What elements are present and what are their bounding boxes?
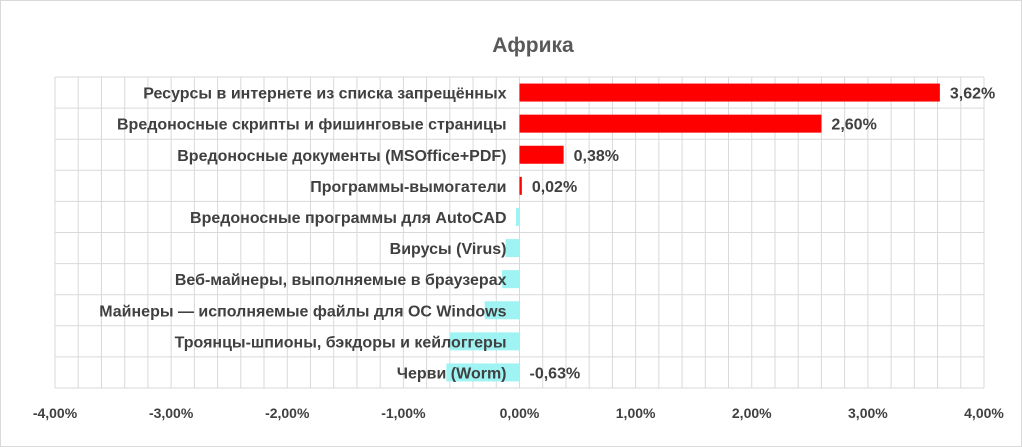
x-tick-label: 3,00% xyxy=(848,405,888,421)
bar xyxy=(519,176,522,195)
bar xyxy=(519,83,940,102)
category-label: Вредоносные программы для AutoCAD xyxy=(190,210,506,227)
gridlines xyxy=(54,76,985,389)
category-labels: Ресурсы в интернете из списка запрещённы… xyxy=(99,86,506,383)
category-label: Троянцы-шпионы, бэкдоры и кейлоггеры xyxy=(175,334,507,351)
x-tick-label: 2,00% xyxy=(732,405,772,421)
bar xyxy=(516,207,520,226)
bar xyxy=(484,301,520,320)
x-tick-label: 0,00% xyxy=(500,405,540,421)
bars xyxy=(446,83,940,382)
data-label: 0,02% xyxy=(532,179,577,196)
chart-title: Африка xyxy=(492,34,574,57)
category-label: Черви (Worm) xyxy=(397,365,507,382)
x-tick-label: -3,00% xyxy=(149,405,194,421)
data-label: 3,62% xyxy=(950,86,995,103)
bar xyxy=(519,145,564,164)
data-labels: 3,62% 2,60% 0,38% 0,02% -0,63% xyxy=(530,86,996,383)
bar xyxy=(449,332,520,351)
category-label: Вирусы (Virus) xyxy=(390,241,507,258)
bar xyxy=(505,239,520,258)
data-label: 2,60% xyxy=(831,117,876,134)
category-label: Ресурсы в интернете из списка запрещённы… xyxy=(143,86,506,103)
category-label: Программы-вымогатели xyxy=(310,179,506,196)
category-label: Веб-майнеры, выполняемые в браузерах xyxy=(175,272,507,289)
x-tick-label: -2,00% xyxy=(265,405,310,421)
bar xyxy=(519,114,822,133)
x-tick-label: 1,00% xyxy=(616,405,656,421)
x-tick-label: -1,00% xyxy=(381,405,426,421)
x-axis-ticks: -4,00% -3,00% -2,00% -1,00% 0,00% 1,00% 2,00% 3… xyxy=(33,405,1005,421)
category-label: Майнеры — исполняемые файлы для ОС Windo… xyxy=(99,303,506,320)
data-label: -0,63% xyxy=(530,365,581,382)
category-label: Вредоносные скрипты и фишинговые страниц… xyxy=(117,117,507,134)
bar xyxy=(502,270,520,289)
x-tick-label: -4,00% xyxy=(33,405,78,421)
category-label: Вредоносные документы (MSOffice+PDF) xyxy=(177,148,506,165)
data-label: 0,38% xyxy=(574,148,619,165)
x-tick-label: 4,00% xyxy=(964,405,1004,421)
bar xyxy=(446,363,520,382)
